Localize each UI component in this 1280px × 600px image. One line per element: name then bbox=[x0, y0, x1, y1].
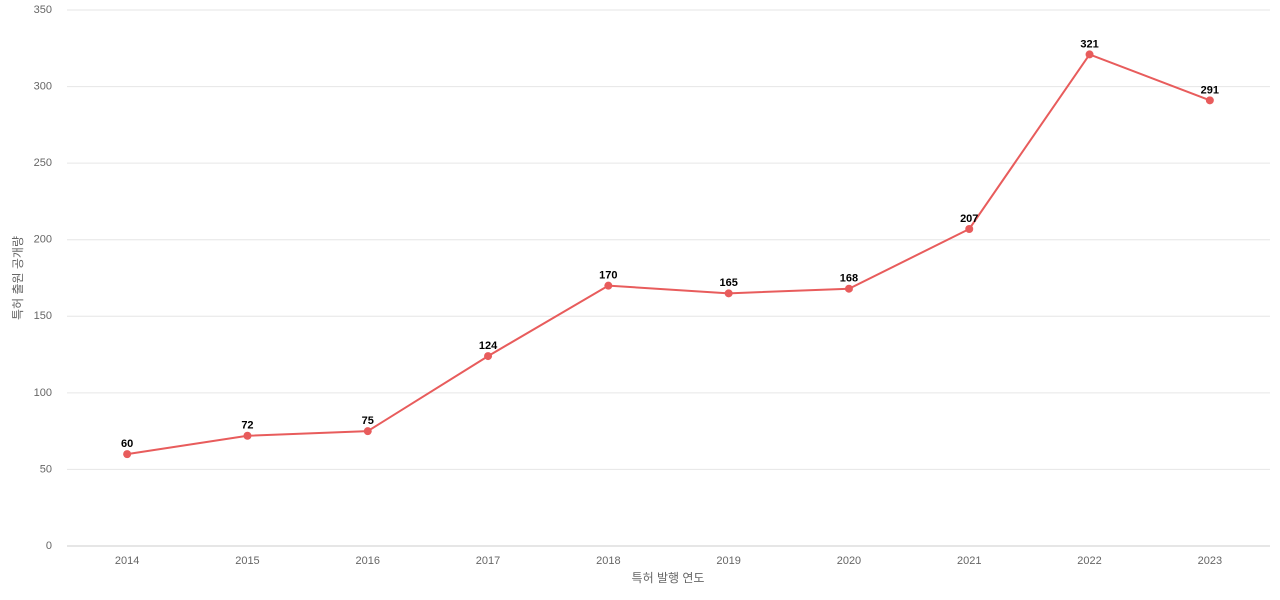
data-label: 321 bbox=[1080, 38, 1098, 50]
data-label: 207 bbox=[960, 213, 978, 225]
x-tick-label: 2021 bbox=[957, 555, 981, 567]
y-axis-label: 특허 출원 공개량 bbox=[11, 236, 25, 320]
x-tick-label: 2019 bbox=[716, 555, 740, 567]
series-line bbox=[126, 53, 1211, 456]
data-point bbox=[484, 352, 493, 361]
y-tick-label: 300 bbox=[34, 80, 52, 92]
x-tick-label: 2020 bbox=[837, 555, 861, 567]
data-point bbox=[1085, 50, 1094, 59]
y-tick-label: 0 bbox=[46, 540, 52, 552]
data-point bbox=[604, 281, 613, 290]
data-label: 168 bbox=[840, 273, 858, 285]
data-point bbox=[243, 431, 252, 440]
data-label: 165 bbox=[719, 277, 737, 289]
data-label: 72 bbox=[241, 420, 253, 432]
y-tick-label: 200 bbox=[34, 234, 52, 246]
data-point bbox=[1205, 96, 1214, 105]
data-point bbox=[363, 427, 372, 436]
x-tick-label: 2018 bbox=[596, 555, 620, 567]
data-label: 60 bbox=[121, 438, 133, 450]
data-label: 291 bbox=[1201, 84, 1219, 96]
data-point bbox=[123, 450, 132, 459]
data-label: 170 bbox=[599, 270, 617, 282]
y-tick-label: 50 bbox=[40, 463, 52, 475]
data-point bbox=[724, 289, 733, 298]
y-tick-label: 250 bbox=[34, 157, 52, 169]
x-tick-label: 2022 bbox=[1077, 555, 1101, 567]
x-tick-label: 2017 bbox=[476, 555, 500, 567]
data-label: 124 bbox=[479, 340, 498, 352]
y-tick-label: 100 bbox=[34, 387, 52, 399]
x-tick-label: 2023 bbox=[1198, 555, 1222, 567]
y-tick-label: 350 bbox=[34, 4, 52, 16]
x-axis-label: 특허 발행 연도 bbox=[632, 570, 705, 585]
x-tick-label: 2015 bbox=[235, 555, 259, 567]
x-tick-label: 2014 bbox=[115, 555, 139, 567]
data-label: 75 bbox=[362, 415, 374, 427]
data-point bbox=[844, 284, 853, 293]
data-point bbox=[965, 224, 974, 233]
y-tick-label: 150 bbox=[34, 310, 52, 322]
x-tick-label: 2016 bbox=[356, 555, 380, 567]
